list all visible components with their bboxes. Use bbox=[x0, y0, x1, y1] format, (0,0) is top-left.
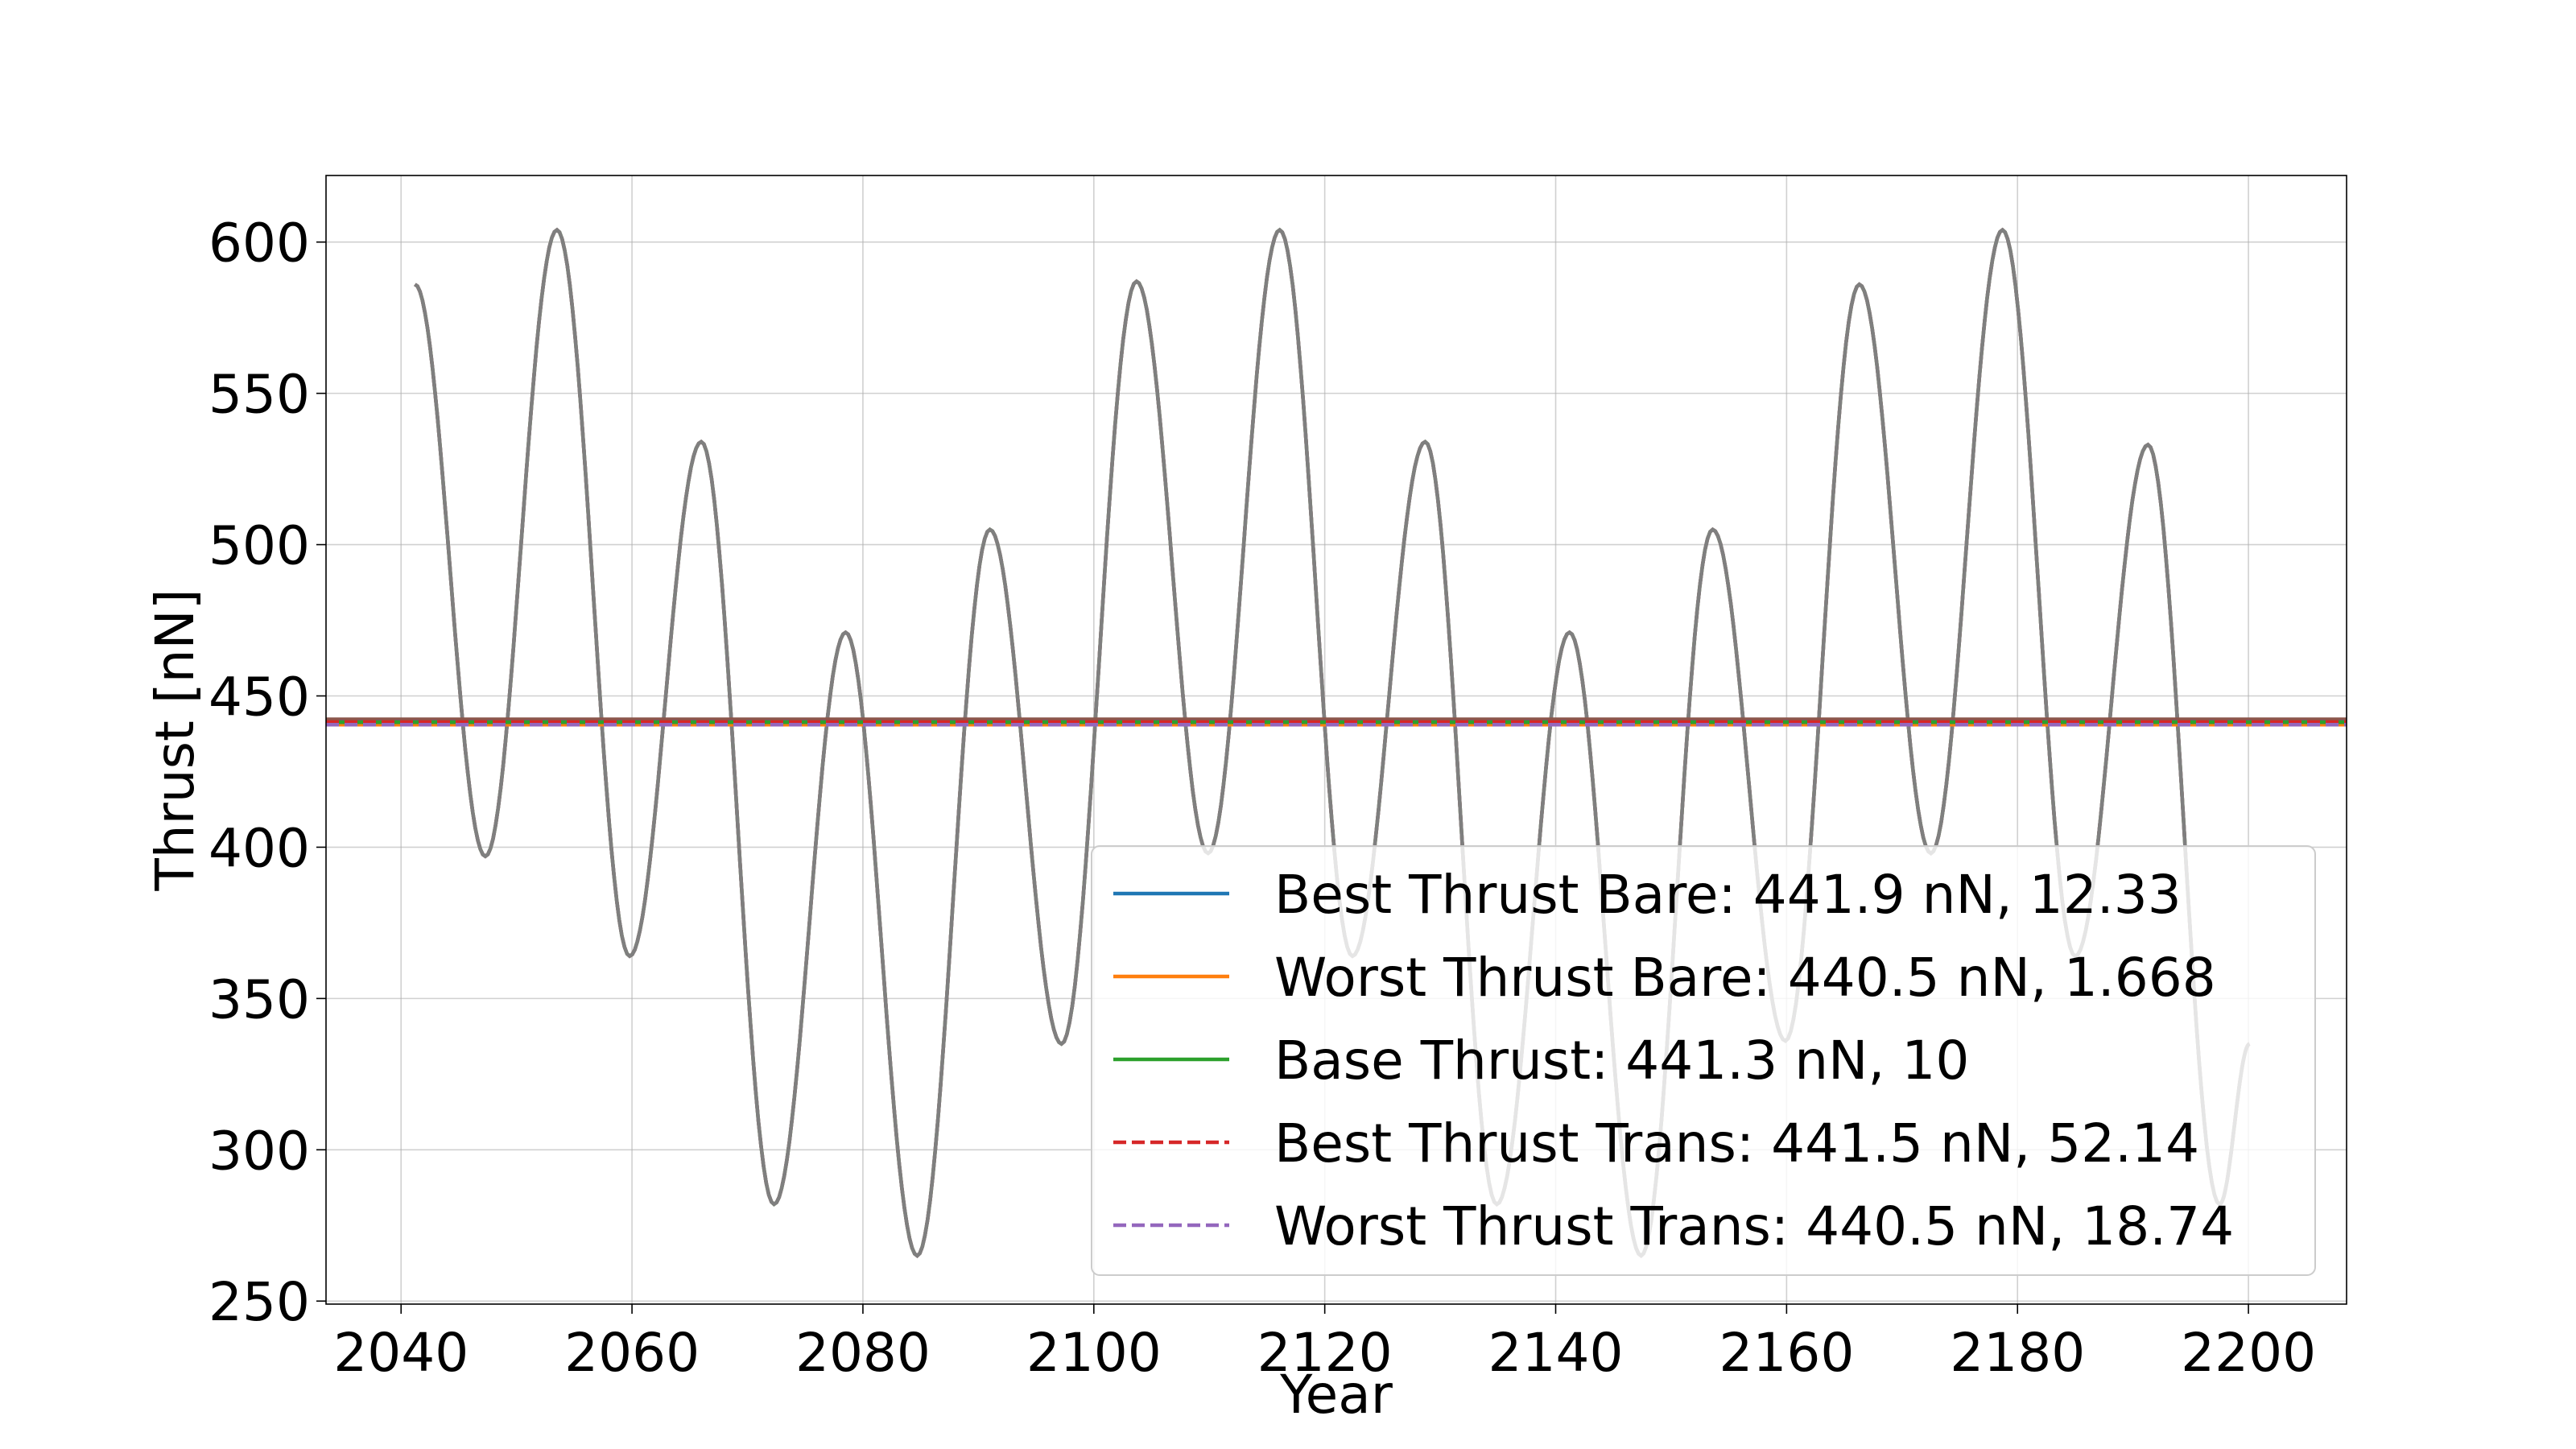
axis-ticks: 2040 2060 2080 2100 2120 2140 2160 2180 2200 250 3… bbox=[208, 213, 2316, 1384]
legend-label: Best Thrust Bare: 441.9 nN, 12.33 bbox=[1274, 864, 2182, 926]
x-tick-label: 2200 bbox=[2181, 1322, 2316, 1384]
y-tick-label: 300 bbox=[208, 1120, 310, 1182]
average-thrust-lines bbox=[326, 717, 2347, 727]
x-tick-label: 2140 bbox=[1488, 1322, 1624, 1384]
y-axis-title: Thrust [nN] bbox=[144, 588, 206, 891]
legend: Best Thrust Bare: 441.9 nN, 12.33 Worst T… bbox=[1091, 845, 2316, 1276]
x-tick-label: 2180 bbox=[1950, 1322, 2085, 1384]
y-tick-label: 500 bbox=[208, 515, 310, 577]
x-tick-label: 2040 bbox=[333, 1322, 469, 1384]
x-tick-label: 2100 bbox=[1026, 1322, 1162, 1384]
y-tick-label: 250 bbox=[208, 1271, 310, 1333]
x-tick-label: 2060 bbox=[564, 1322, 700, 1384]
y-tick-label: 550 bbox=[208, 364, 310, 426]
y-tick-label: 450 bbox=[208, 666, 310, 728]
x-tick-label: 2120 bbox=[1257, 1322, 1393, 1384]
x-tick-label: 2080 bbox=[795, 1322, 931, 1384]
x-tick-label: 2160 bbox=[1719, 1322, 1854, 1384]
legend-label: Best Thrust Trans: 441.5 nN, 52.14 bbox=[1274, 1113, 2199, 1174]
plot-frame bbox=[325, 175, 2347, 1305]
legend-label: Base Thrust: 441.3 nN, 10 bbox=[1274, 1030, 1969, 1092]
x-axis-title: Year bbox=[1279, 1364, 1393, 1426]
legend-box bbox=[1091, 845, 2316, 1276]
legend-label: Worst Thrust Bare: 440.5 nN, 1.668 bbox=[1274, 947, 2216, 1009]
y-tick-label: 600 bbox=[208, 213, 310, 275]
legend-label: Worst Thrust Trans: 440.5 nN, 18.74 bbox=[1274, 1195, 2234, 1257]
y-tick-label: 400 bbox=[208, 817, 310, 879]
y-tick-label: 350 bbox=[208, 968, 310, 1030]
